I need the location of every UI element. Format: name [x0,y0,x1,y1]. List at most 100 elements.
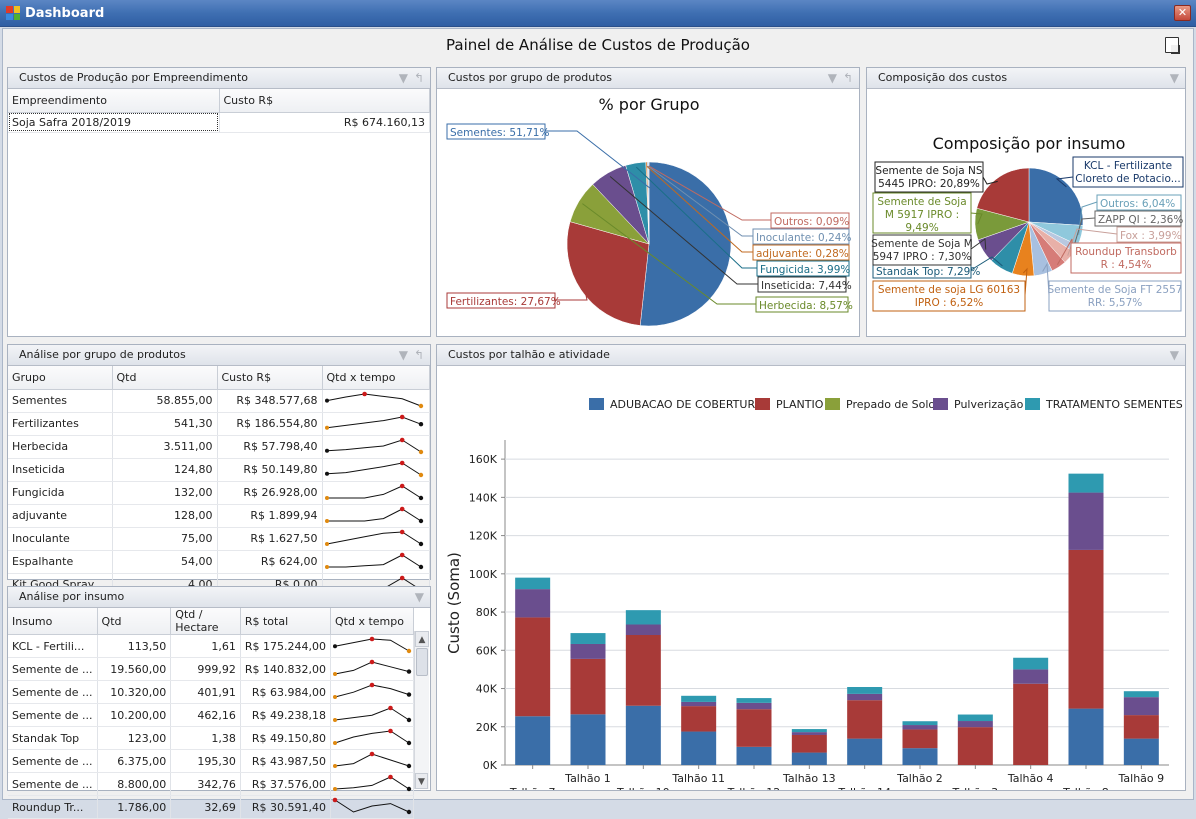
table-cell[interactable]: 462,16 [171,704,241,727]
col-header[interactable]: Qtd [112,366,217,389]
table-cell[interactable]: Semente de ... [8,681,97,704]
scroll-down-icon[interactable]: ▼ [415,773,428,789]
table-cell[interactable]: R$ 175.244,00 [240,635,330,658]
table-cell[interactable]: Semente de ... [8,750,97,773]
table-cell[interactable]: R$ 63.984,00 [240,681,330,704]
table-cell[interactable]: 195,30 [171,750,241,773]
table-cell[interactable]: 6.375,00 [97,750,171,773]
table-cell[interactable]: 1.786,00 [97,796,171,819]
table-cell[interactable]: 3.511,00 [112,435,217,458]
drill-up-icon[interactable]: ↰ [414,348,424,362]
table-cell[interactable]: 10.320,00 [97,681,171,704]
table-cell[interactable]: Inseticida [8,458,112,481]
table-cell[interactable]: 19.560,00 [97,658,171,681]
table-cell[interactable]: 124,80 [112,458,217,481]
table-cell[interactable]: R$ 140.832,00 [240,658,330,681]
table-cell[interactable]: 123,00 [97,727,171,750]
table-cell[interactable]: Semente de ... [8,658,97,681]
table-cell[interactable]: Fungicida [8,481,112,504]
table-cell[interactable]: R$ 43.987,50 [240,750,330,773]
table-cell[interactable]: R$ 30.591,40 [240,796,330,819]
table-cell[interactable]: R$ 50.149,80 [217,458,322,481]
clear-filter-icon[interactable]: ▼ [1170,348,1179,362]
table-cell[interactable]: 132,00 [112,481,217,504]
col-header[interactable]: Qtd x tempo [331,608,414,635]
col-header[interactable]: R$ total [240,608,330,635]
table-cell[interactable]: 999,92 [171,658,241,681]
table-cell[interactable]: 10.200,00 [97,704,171,727]
table-cell[interactable]: R$ 624,00 [217,550,322,573]
table-cell[interactable]: R$ 186.554,80 [217,412,322,435]
col-header[interactable]: Qtd / Hectare [171,608,241,635]
clear-filter-icon[interactable]: ▼ [1170,71,1179,85]
col-header[interactable]: Grupo [8,366,112,389]
table-cell[interactable]: Standak Top [8,727,97,750]
table-cell[interactable]: Herbecida [8,435,112,458]
close-button[interactable]: ✕ [1174,5,1191,21]
clear-filter-icon[interactable]: ▼ [399,348,408,362]
table-cell[interactable]: 401,91 [171,681,241,704]
table-cell[interactable]: adjuvante [8,504,112,527]
table-cell[interactable]: Sementes [8,389,112,412]
table-cell[interactable]: R$ 26.928,00 [217,481,322,504]
table-cell[interactable]: 1,38 [171,727,241,750]
table-cell[interactable]: 58.855,00 [112,389,217,412]
table-cell[interactable]: 54,00 [112,550,217,573]
table-cell[interactable]: Espalhante [8,550,112,573]
table-cell[interactable]: 75,00 [112,527,217,550]
clear-filter-icon[interactable]: ▼ [828,71,837,85]
col-header[interactable]: Empreendimento [8,89,219,112]
table-cell[interactable]: R$ 348.577,68 [217,389,322,412]
table-cell[interactable]: R$ 37.576,00 [240,773,330,796]
col-header[interactable]: Qtd x tempo [322,366,430,389]
vertical-scrollbar[interactable]: ▲ ▼ [414,631,429,789]
table-cell[interactable]: Semente de ... [8,773,97,796]
table-cell[interactable]: 342,76 [171,773,241,796]
table-cell[interactable]: 1,61 [171,635,241,658]
clear-filter-icon[interactable]: ▼ [415,590,424,604]
drill-up-icon[interactable]: ↰ [414,71,424,85]
col-header[interactable]: Custo R$ [219,89,430,112]
table-cell[interactable]: Fertilizantes [8,412,112,435]
table-cell[interactable]: 32,69 [171,796,241,819]
table-cell[interactable]: KCL - Fertili... [8,635,97,658]
table-cell[interactable]: 113,50 [97,635,171,658]
drill-up-icon[interactable]: ↰ [843,71,853,85]
clear-filter-icon[interactable]: ▼ [399,71,408,85]
export-icon[interactable] [1165,37,1179,53]
scroll-thumb[interactable] [416,648,428,676]
table-cell[interactable]: R$ 674.160,13 [219,112,430,132]
table-cell[interactable]: Semente de ... [8,704,97,727]
table-cell[interactable]: R$ 49.238,18 [240,704,330,727]
table-cell[interactable]: Inoculante [8,527,112,550]
col-header[interactable]: Custo R$ [217,366,322,389]
table-cell[interactable]: 128,00 [112,504,217,527]
table-cell[interactable]: 8.800,00 [97,773,171,796]
col-header[interactable]: Insumo [8,608,97,635]
scroll-up-icon[interactable]: ▲ [415,631,429,647]
table-cell[interactable]: Roundup Tr... [8,796,97,819]
table-cell[interactable]: 541,30 [112,412,217,435]
table-cell[interactable]: R$ 49.150,80 [240,727,330,750]
table-cell[interactable]: R$ 1.627,50 [217,527,322,550]
table-cell[interactable]: R$ 57.798,40 [217,435,322,458]
table-cell[interactable]: R$ 1.899,94 [217,504,322,527]
table-row[interactable]: Soja Safra 2018/2019 R$ 674.160,13 [8,112,430,132]
col-header[interactable]: Qtd [97,608,171,635]
